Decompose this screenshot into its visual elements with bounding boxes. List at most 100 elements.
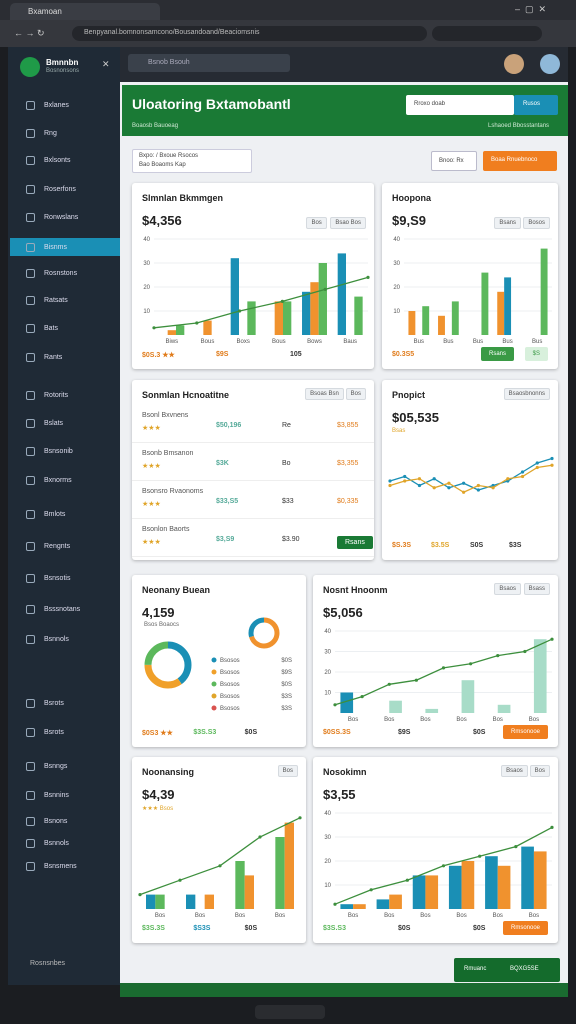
header-button[interactable]: Rusos [514, 95, 558, 115]
card-foot-text: $0SS.3S [323, 729, 351, 736]
nav-item[interactable]: Bsnnols [44, 840, 69, 847]
cell: $50,196 [216, 422, 242, 429]
y-tick-label: 10 [324, 691, 331, 697]
card-control[interactable]: Bos [345, 388, 366, 400]
nav-icon [26, 269, 35, 278]
donut-segment [248, 617, 280, 649]
close[interactable]: ✕ [102, 59, 110, 69]
card-control[interactable]: Bsao Bos [330, 217, 366, 229]
nav-item[interactable]: Bsrots [44, 729, 64, 736]
bar [376, 899, 390, 909]
nav-item[interactable]: Rants [44, 354, 63, 361]
nav-item[interactable]: Bsnngs [44, 763, 68, 770]
active-item [10, 238, 120, 256]
nav-item[interactable]: Bxlsonts [44, 157, 71, 164]
line-point [491, 483, 495, 488]
nav-icon [26, 839, 35, 848]
card-title: Pnopict [392, 390, 425, 400]
donut-segment [144, 641, 192, 689]
card-title: Slmnlan Bkmmgen [142, 193, 224, 203]
bar [247, 301, 256, 335]
nav-item[interactable]: Bslats [44, 420, 64, 427]
nav-item[interactable]: Bats [44, 325, 59, 332]
nav-item[interactable]: Bxnorms [44, 477, 72, 484]
nav-item[interactable]: Rengnts [44, 543, 71, 550]
avatar[interactable] [540, 54, 560, 74]
bar [284, 822, 294, 909]
card-control[interactable]: Bsass [523, 583, 550, 595]
card-control[interactable]: Bsaosbnonns [503, 388, 550, 400]
line-point [405, 878, 409, 882]
card-control[interactable]: Bsans [494, 217, 521, 229]
header-right: Lshaoed Bbosstantans [488, 123, 550, 129]
y-tick-label: 10 [324, 883, 331, 889]
y-tick-label: 40 [324, 811, 331, 817]
card-button[interactable]: $S [524, 347, 548, 361]
card-foot-text: $0S3 ★★ [142, 730, 173, 737]
avatar[interactable] [504, 54, 524, 74]
x-tick-label: Bos [529, 913, 539, 919]
card-button[interactable]: Rsans [480, 347, 514, 361]
card-control[interactable]: Bosos [523, 217, 550, 229]
nav-item[interactable]: Bsnnols [44, 636, 69, 643]
legend-swatch [211, 693, 217, 699]
cell: $3,S9 [216, 536, 235, 543]
card-value: $4,356 [142, 213, 182, 228]
legend-value: $0S [281, 682, 292, 688]
nav-icon [26, 635, 35, 644]
card-button[interactable]: Rmsonooe [502, 725, 548, 739]
card-foot-text: $9S [398, 729, 411, 736]
nav-item[interactable]: Rosnstons [44, 270, 78, 277]
line-point [178, 878, 182, 882]
nav-item[interactable]: Roserfons [44, 186, 76, 193]
nav-item[interactable]: Bsrots [44, 700, 64, 707]
nav-item[interactable]: Rng [44, 130, 57, 137]
nav-item[interactable]: Bsnsonib [44, 448, 73, 455]
card-control[interactable]: Bsoas Bsn [305, 388, 344, 400]
card-control[interactable]: Bsaos [501, 765, 528, 777]
window-controls[interactable]: – ▢ ✕ [515, 4, 547, 14]
line-point [369, 888, 373, 892]
nav-item[interactable]: Bxlanes [44, 102, 69, 109]
extension-bar[interactable] [432, 26, 542, 41]
nav-item[interactable]: Bsnsmens [44, 863, 77, 870]
nav-item[interactable]: Bsssnotans [44, 606, 81, 613]
line-point [441, 864, 446, 868]
header-search[interactable]: Rroxo doab [406, 95, 514, 115]
card-value: $5,056 [323, 605, 363, 620]
nav-item[interactable]: Rotorits [44, 392, 69, 399]
line-point [523, 649, 527, 654]
tab[interactable]: Bxamoan [10, 3, 160, 20]
nav-item[interactable]: Ronwslans [44, 214, 79, 221]
card-control[interactable]: Bos [529, 765, 550, 777]
card-chart: 10 20 30 40 Bus Bus Bus Bus Bus [393, 237, 552, 345]
action-button[interactable]: Boaa Rnuebnoco [483, 151, 557, 171]
line-point [258, 835, 262, 839]
select[interactable]: Bnoo: Rx [431, 151, 477, 171]
card-control[interactable]: Bsaos [494, 583, 521, 595]
bar [485, 856, 498, 909]
y-tick-label: 30 [393, 261, 400, 267]
line-point [476, 488, 480, 492]
nav-item[interactable]: Bsnsotis [44, 575, 71, 582]
search[interactable]: Bsnob Bsouh [128, 54, 290, 72]
footer-button[interactable]: Rmuanc BQXG5SE [454, 958, 560, 982]
nav-item[interactable]: Bsnnins [44, 792, 69, 799]
card-button[interactable]: Rmsonooe [502, 921, 548, 935]
bar [354, 296, 363, 335]
nav-buttons[interactable]: ← → ↻ [14, 28, 45, 38]
legend-value: $9S [281, 670, 292, 676]
card-value: 4,159 [142, 605, 175, 620]
nav-item[interactable]: Bmlots [44, 511, 66, 518]
card-title: Noonansing [142, 767, 194, 777]
bar [302, 291, 311, 335]
card-control[interactable]: Bos [306, 217, 327, 229]
card-control[interactable]: Bos [277, 765, 298, 777]
url-field[interactable]: Benpyanal.bomnonsamcono/Bousandoand/Beac… [72, 26, 427, 41]
nav-item[interactable]: Bsnons [44, 818, 68, 825]
nav-item[interactable]: Ratsats [44, 297, 68, 304]
nav-item[interactable]: Bisnms [44, 244, 67, 251]
logo[interactable] [20, 57, 40, 77]
legend-swatch [211, 681, 217, 687]
filter[interactable]: Bxpo: / Bxoue Rsocos Bao Boaoms Kap [132, 149, 252, 173]
